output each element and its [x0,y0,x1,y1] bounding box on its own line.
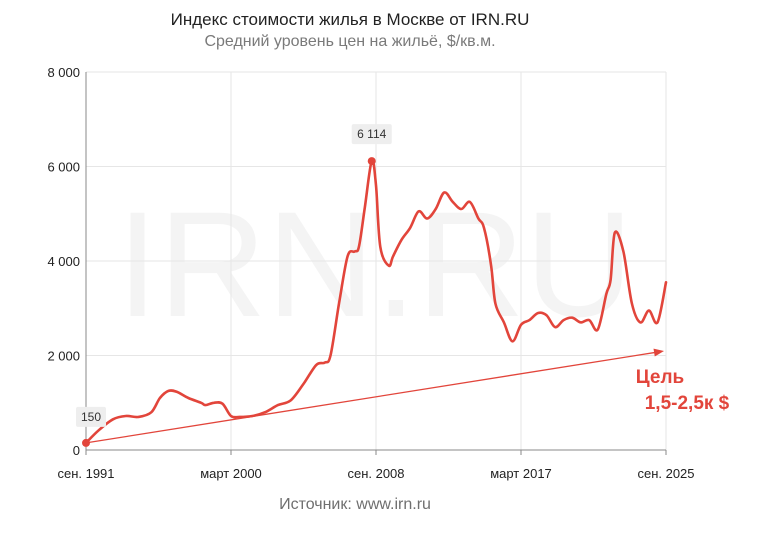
annotation-label: 150 [81,410,101,424]
goal-trend: Цель 1,5-2,5к $ [85,348,730,444]
y-axis-ticks: 0 2 000 4 000 6 000 8 000 [47,65,80,458]
annotated-point [82,438,90,447]
source-note: Источник: www.irn.ru [279,496,431,513]
annotation-label-box [76,406,106,427]
y-tick-label: 8 000 [47,65,80,80]
goal-arrow-head [653,348,664,357]
goal-arrow-line [85,351,657,444]
y-tick-label: 0 [73,443,80,458]
annotation-label-box [351,124,392,145]
x-axis-ticks: сен. 1991 март 2000 сен. 2008 март 2017 сен.… [57,450,695,481]
point-annotations: 150 6 114 [76,124,392,447]
annotation-label: 6 114 [357,127,386,141]
x-tick-label: март 2017 [490,466,552,481]
goal-label-line-2: 1,5-2,5к $ [645,393,730,414]
x-tick-label: сен. 1991 [57,466,114,481]
y-tick-label: 2 000 [47,349,80,364]
chart-title: Индекс стоимости жилья в Москве от IRN.R… [170,10,530,29]
goal-label-line-1: Цель [636,367,684,388]
annotated-point [367,157,376,166]
y-tick-label: 6 000 [47,160,80,175]
watermark-text: IRN.RU [117,180,634,348]
x-tick-label: сен. 2025 [637,466,694,481]
chart-subtitle: Средний уровень цен на жильё, $/кв.м. [204,33,496,50]
y-tick-label: 4 000 [47,254,80,269]
x-tick-label: март 2000 [200,466,262,481]
x-tick-label: сен. 2008 [347,466,404,481]
series-line [84,159,668,445]
